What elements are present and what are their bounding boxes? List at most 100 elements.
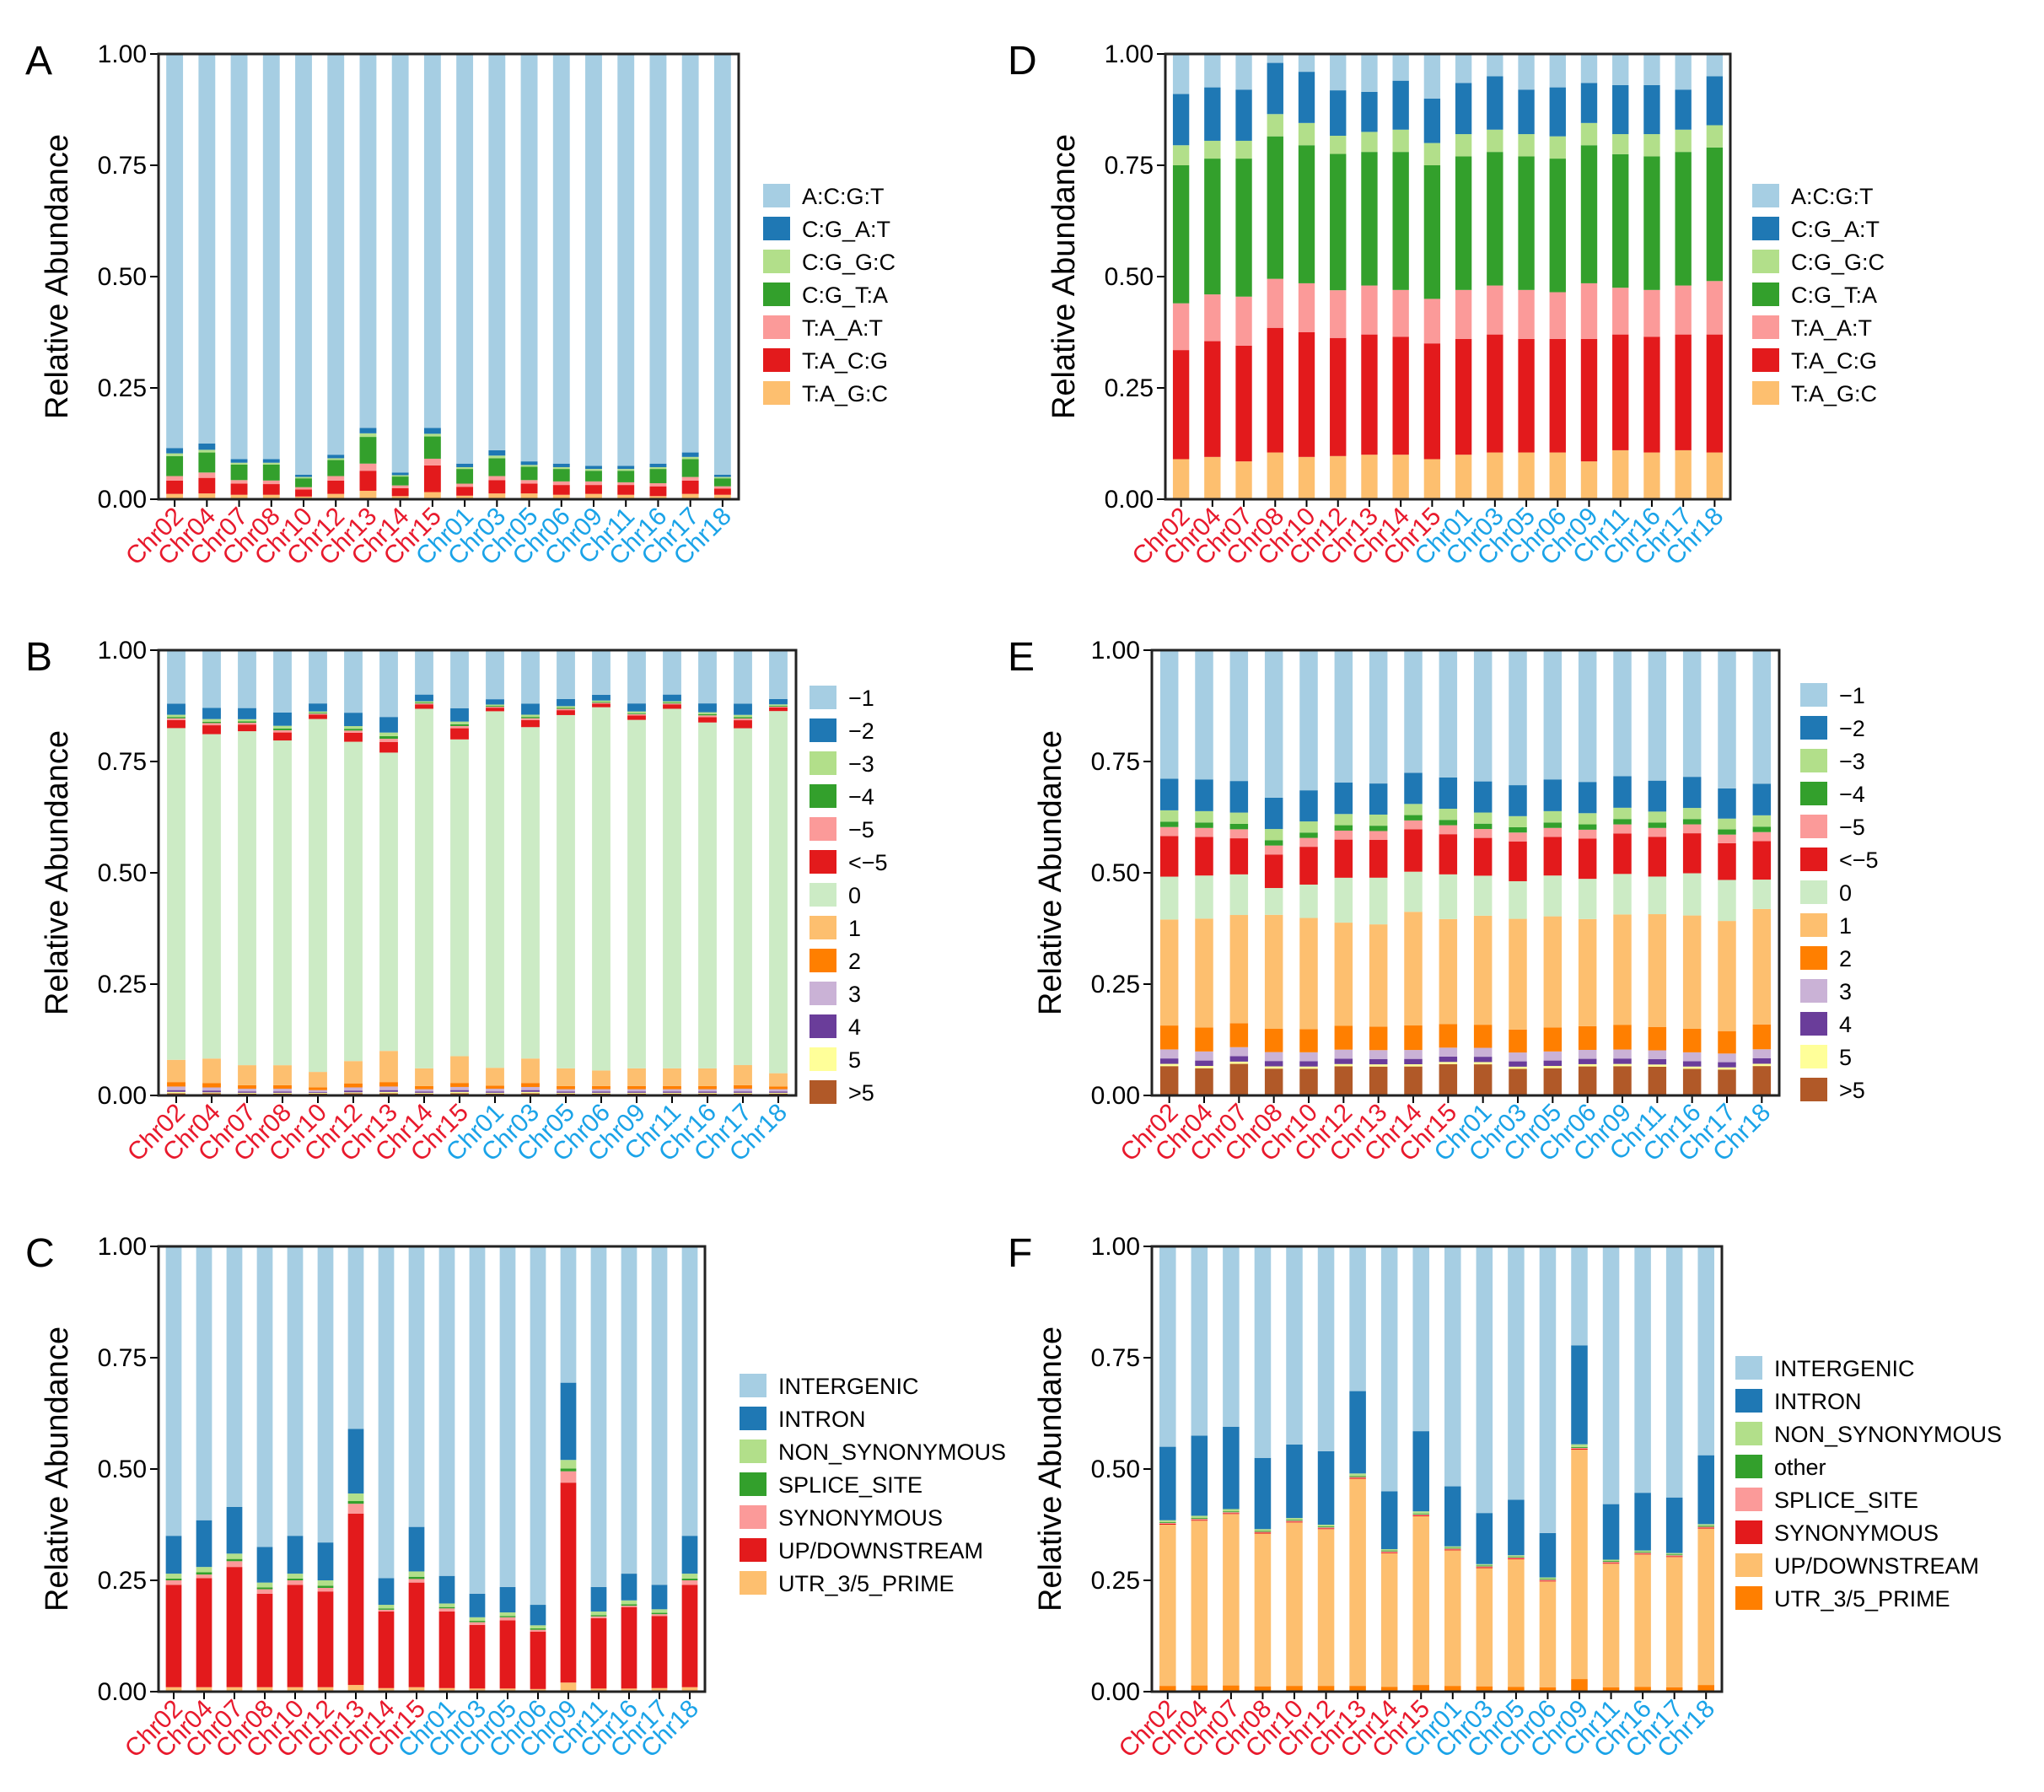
y-axis-label: Relative Abundance <box>1046 134 1082 419</box>
bar-segment <box>521 650 540 704</box>
bar-segment <box>1682 1061 1702 1067</box>
bar-segment <box>1330 135 1347 154</box>
bar-segment <box>698 1092 717 1094</box>
bar-segment <box>486 704 504 707</box>
bar-segment <box>1580 122 1598 146</box>
bar-segment <box>1264 797 1283 830</box>
legend-label: UTR_3/5_PRIME <box>1774 1586 1950 1612</box>
bar-segment <box>734 718 752 721</box>
bar-segment <box>359 463 377 471</box>
bar-segment <box>651 1687 668 1692</box>
bar-segment <box>1423 54 1441 99</box>
bar-segment <box>1439 650 1458 778</box>
bar-segment <box>1752 783 1772 815</box>
bar-segment <box>262 464 280 481</box>
bar-segment <box>681 1580 698 1585</box>
legend-swatch <box>810 850 836 874</box>
bar-segment <box>698 722 717 1068</box>
bar-segment <box>1578 782 1597 814</box>
bar-segment <box>1706 76 1724 126</box>
legend-swatch <box>1800 979 1827 1003</box>
bar-segment <box>391 476 409 486</box>
legend-swatch <box>1800 782 1827 805</box>
bar-segment <box>651 1612 668 1615</box>
bar-segment <box>167 1091 186 1094</box>
bar-segment <box>520 461 538 465</box>
bar-segment <box>1223 1509 1240 1512</box>
bar-segment <box>1404 871 1423 912</box>
bar-segment <box>590 1617 607 1689</box>
bar-segment <box>344 726 363 729</box>
bar-segment <box>1159 1520 1176 1522</box>
legend-swatch <box>1800 815 1827 838</box>
bar-segment <box>734 1065 752 1085</box>
bar-segment <box>378 1687 395 1692</box>
bar-segment <box>1752 908 1772 1025</box>
y-tick-label: 0.25 <box>1091 1567 1140 1595</box>
bar-segment <box>226 1561 243 1568</box>
y-tick-label: 1.00 <box>1105 40 1154 68</box>
bar-segment <box>1264 840 1283 846</box>
bar-segment <box>1634 1550 1651 1553</box>
bar-segment <box>663 1092 681 1094</box>
bar-segment <box>317 1585 334 1588</box>
bar-segment <box>521 718 540 720</box>
bar-segment <box>713 478 731 487</box>
bar-segment <box>499 1688 516 1692</box>
bar-segment <box>1195 810 1213 823</box>
bar-segment <box>590 1586 607 1612</box>
bar-segment <box>1549 452 1566 499</box>
bar-segment <box>1298 332 1315 457</box>
legend-label: 2 <box>848 949 861 974</box>
bar-segment <box>230 464 248 481</box>
bar-segment <box>1578 813 1597 825</box>
bar-segment <box>226 1246 243 1507</box>
bar-segment <box>1264 1068 1283 1095</box>
bar-segment <box>1455 83 1472 135</box>
bar-segment <box>423 492 441 499</box>
bar-segment <box>1349 1686 1366 1692</box>
bar-segment <box>1718 829 1736 835</box>
legend: −1 −2 −3 −4 −5 <−5 0 1 2 3 4 5 >5 <box>1800 683 1879 1103</box>
bar-segment <box>769 1086 788 1090</box>
bar-segment <box>167 1090 186 1092</box>
legend-swatch <box>1800 913 1827 937</box>
bar-segment <box>1412 1513 1429 1515</box>
bar-segment <box>456 463 474 467</box>
bar-segment <box>1330 153 1347 291</box>
bar-segment <box>391 487 409 497</box>
legend-swatch <box>1735 1455 1762 1478</box>
bar-segment <box>1718 1062 1736 1068</box>
bar-segment <box>698 715 717 718</box>
bar-segment <box>1752 650 1772 784</box>
bar-segment <box>1299 837 1318 848</box>
legend-label: A:C:G:T <box>1791 184 1874 209</box>
bar-segment <box>196 1572 212 1575</box>
bar-segment <box>1204 54 1221 88</box>
bar-segment <box>295 54 312 475</box>
bar-segment <box>167 1082 186 1087</box>
bar-segment <box>1665 1554 1683 1556</box>
bar-segment <box>1235 345 1252 462</box>
bar-segment <box>1643 336 1660 453</box>
legend-swatch <box>1735 1422 1762 1445</box>
bar-segment <box>327 458 345 460</box>
bar-segment <box>1223 1426 1240 1509</box>
bar-segment <box>309 718 327 1073</box>
bar-segment <box>1191 1246 1208 1436</box>
bar-segment <box>166 476 184 481</box>
bar-segment <box>1159 1246 1176 1447</box>
bar-segment <box>698 1068 717 1086</box>
bar-segment <box>1682 808 1702 820</box>
bar-segment <box>1172 94 1190 146</box>
bar-segment <box>1718 788 1736 819</box>
bar-segment <box>438 1575 455 1604</box>
bar-segment <box>344 1087 363 1091</box>
bar-segment <box>1752 880 1772 909</box>
bar-segment <box>530 1605 546 1626</box>
legend-swatch <box>810 751 836 775</box>
y-tick-label: 0.50 <box>1105 263 1154 291</box>
bar-segment <box>681 1536 698 1574</box>
bar-segment <box>1455 134 1472 157</box>
